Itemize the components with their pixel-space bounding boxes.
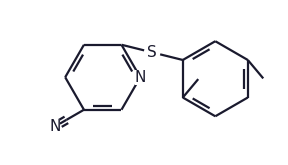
- Text: N: N: [134, 70, 146, 85]
- Text: S: S: [147, 45, 157, 60]
- Text: N: N: [49, 119, 60, 134]
